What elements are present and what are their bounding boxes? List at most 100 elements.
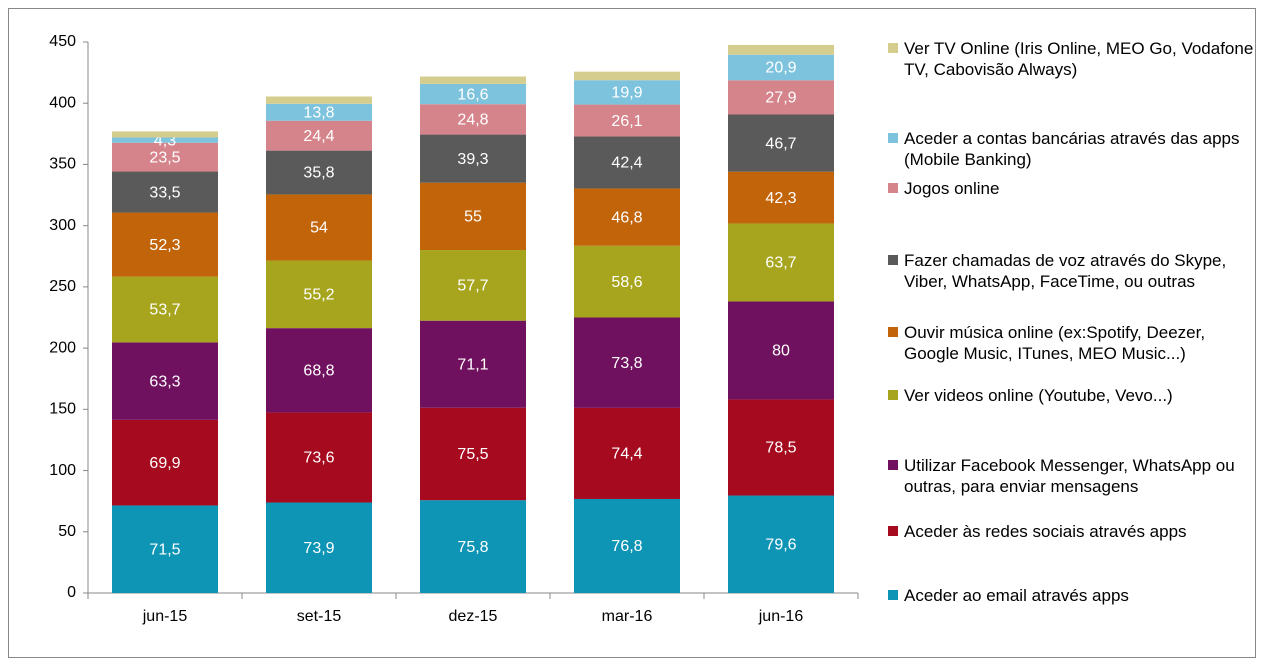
bar-segment [112, 171, 218, 213]
data-label: 33,5 [149, 184, 180, 201]
bar-segment [266, 502, 372, 593]
bar-segment [728, 44, 834, 55]
y-tick-label: 250 [49, 278, 76, 295]
bar-segment [420, 182, 526, 251]
data-label: 13,8 [303, 105, 334, 122]
legend-entry: Utilizar Facebook Messenger, WhatsApp ou… [888, 455, 1260, 497]
chart-border [8, 8, 1256, 658]
data-label: 46,7 [765, 135, 796, 152]
x-tick-label: set-15 [297, 608, 342, 625]
legend-entry: Ver videos online (Youtube, Vevo...) [888, 385, 1260, 406]
data-label: 80 [772, 343, 790, 360]
legend-label: Utilizar Facebook Messenger, WhatsApp ou… [904, 456, 1235, 496]
data-label: 55 [464, 209, 482, 226]
bar-segment [266, 260, 372, 329]
y-tick-label: 450 [49, 33, 76, 50]
bar-segment [266, 150, 372, 195]
bar-segment [574, 80, 680, 105]
bar-segment [728, 399, 834, 496]
bar-segment [266, 412, 372, 503]
legend-entry: Ouvir música online (ex:Spotify, Deezer,… [888, 322, 1260, 364]
bar-segment [266, 96, 372, 104]
data-label: 20,9 [765, 60, 796, 77]
bar-segment [112, 142, 218, 172]
bar-segment [112, 137, 218, 143]
data-label: 79,6 [765, 536, 796, 553]
data-label: 75,5 [457, 446, 488, 463]
bar-segment [266, 103, 372, 121]
y-tick-label: 400 [49, 94, 76, 111]
legend-entry: Fazer chamadas de voz através do Skype, … [888, 250, 1260, 292]
data-label: 55,2 [303, 287, 334, 304]
legend-swatch [888, 183, 898, 193]
data-label: 71,5 [149, 541, 180, 558]
bar-segment [112, 342, 218, 420]
data-label: 16,6 [457, 86, 488, 103]
legend-entry: Aceder às redes sociais através apps [888, 521, 1260, 542]
data-label: 52,3 [149, 237, 180, 254]
legend-label: Ouvir música online (ex:Spotify, Deezer,… [904, 323, 1206, 363]
bar-segment [728, 301, 834, 400]
legend-swatch [888, 590, 898, 600]
bar-segment [420, 83, 526, 105]
x-tick-label: jun-16 [758, 608, 804, 625]
x-tick-label: dez-15 [449, 608, 498, 625]
legend-entry: Aceder a contas bancárias através das ap… [888, 128, 1260, 170]
legend-swatch [888, 460, 898, 470]
bar-segment [420, 76, 526, 84]
bar-segment [728, 54, 834, 81]
bar-segment [420, 134, 526, 183]
bar-segment [420, 104, 526, 135]
data-label: 68,8 [303, 362, 334, 379]
y-tick-label: 50 [58, 523, 76, 540]
data-label: 63,3 [149, 373, 180, 390]
data-label: 23,5 [149, 149, 180, 166]
y-tick-label: 0 [67, 584, 76, 601]
data-label: 74,4 [611, 446, 642, 463]
data-label: 78,5 [765, 440, 796, 457]
data-label: 73,9 [303, 540, 334, 557]
bar-segment [728, 495, 834, 593]
legend-label: Ver videos online (Youtube, Vevo...) [904, 386, 1173, 405]
data-label: 58,6 [611, 274, 642, 291]
data-label: 42,3 [765, 190, 796, 207]
legend-label: Aceder a contas bancárias através das ap… [904, 129, 1240, 169]
legend-label: Aceder ao email através apps [904, 586, 1129, 605]
data-label: 42,4 [611, 155, 642, 172]
data-label: 46,8 [611, 209, 642, 226]
bar-segment [420, 407, 526, 501]
bar-segment [112, 131, 218, 138]
legend-swatch [888, 390, 898, 400]
data-label: 63,7 [765, 255, 796, 272]
legend-label: Ver TV Online (Iris Online, MEO Go, Voda… [904, 39, 1254, 79]
bar-segment [266, 120, 372, 151]
data-label: 27,9 [765, 90, 796, 107]
y-tick-label: 200 [49, 339, 76, 356]
bar-segment [266, 328, 372, 413]
bar-segment [728, 171, 834, 224]
data-label: 24,4 [303, 128, 334, 145]
bar-segment [574, 498, 680, 593]
y-tick-label: 100 [49, 462, 76, 479]
legend-swatch [888, 526, 898, 536]
bar-segment [728, 80, 834, 115]
x-tick-label: mar-16 [602, 608, 653, 625]
data-label: 39,3 [457, 151, 488, 168]
y-tick-label: 350 [49, 156, 76, 173]
legend-entry: Ver TV Online (Iris Online, MEO Go, Voda… [888, 38, 1260, 80]
data-label: 19,9 [611, 85, 642, 102]
data-label: 73,8 [611, 355, 642, 372]
data-label: 76,8 [611, 538, 642, 555]
bar-segment [574, 136, 680, 189]
bar-segment [420, 500, 526, 593]
data-label: 26,1 [611, 113, 642, 130]
x-tick-label: jun-15 [142, 608, 188, 625]
bar-segment [574, 245, 680, 318]
legend-swatch [888, 43, 898, 53]
data-label: 73,6 [303, 450, 334, 467]
bar-segment [728, 114, 834, 172]
data-label: 69,9 [149, 455, 180, 472]
bar-segment [574, 407, 680, 499]
